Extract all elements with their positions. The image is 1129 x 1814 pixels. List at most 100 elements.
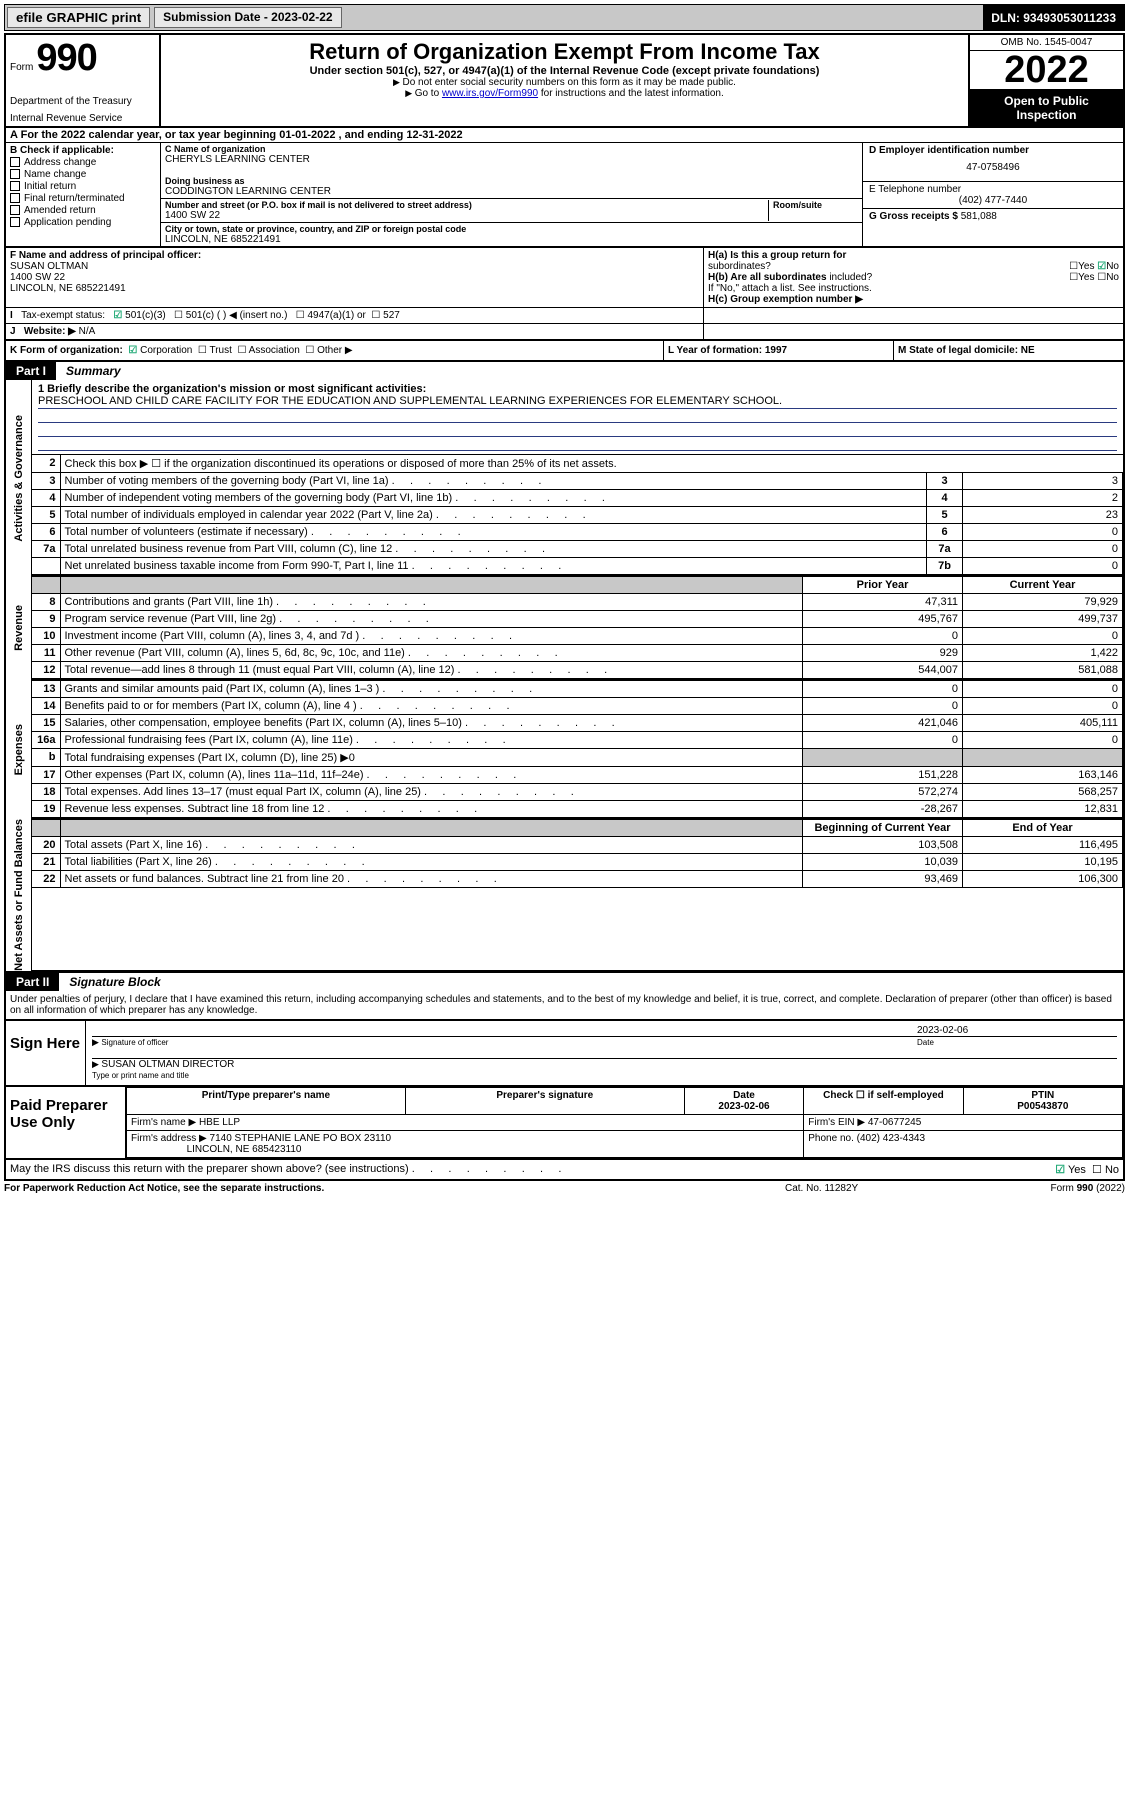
form-subtitle: Under section 501(c), 527, or 4947(a)(1)… xyxy=(167,65,962,77)
h-a-yesno: ☐Yes ☑No xyxy=(1069,261,1119,272)
h-note: If "No," attach a list. See instructions… xyxy=(708,283,1119,294)
form-label: Form xyxy=(10,62,33,73)
row-a-tax-year: A For the 2022 calendar year, or tax yea… xyxy=(6,128,1123,143)
gross-receipts: 581,088 xyxy=(961,211,997,222)
table-row: 3Number of voting members of the governi… xyxy=(32,473,1123,490)
opt-other[interactable]: Other ▶ xyxy=(317,345,352,356)
tax-status-label: Tax-exempt status: xyxy=(21,310,105,321)
table-row: 6Total number of volunteers (estimate if… xyxy=(32,524,1123,541)
part-1-title: Summary xyxy=(56,362,1123,380)
prep-h-date: Date xyxy=(733,1090,755,1101)
chk-final-return[interactable]: Final return/terminated xyxy=(24,193,125,204)
firm-phone-label: Phone no. xyxy=(808,1133,854,1144)
rev-side-label: Revenue xyxy=(13,605,25,651)
part-2-title: Signature Block xyxy=(59,973,1123,991)
top-bar: efile GRAPHIC print Submission Date - 20… xyxy=(4,4,1125,31)
table-row: 8Contributions and grants (Part VIII, li… xyxy=(32,594,1123,611)
section-net: Net Assets or Fund Balances Beginning of… xyxy=(6,819,1123,973)
room-label: Room/suite xyxy=(773,200,858,210)
table-row: bTotal fundraising expenses (Part IX, co… xyxy=(32,749,1123,767)
table-row: 13Grants and similar amounts paid (Part … xyxy=(32,681,1123,698)
chk-name-change[interactable]: Name change xyxy=(24,169,86,180)
sig-officer-caption: Signature of officer xyxy=(101,1038,168,1047)
box-c: C Name of organization CHERYLS LEARNING … xyxy=(161,143,863,246)
opt-assoc[interactable]: Association xyxy=(249,345,300,356)
row-i: I Tax-exempt status: ☑ 501(c)(3) ☐ 501(c… xyxy=(6,308,1123,324)
website-val: N/A xyxy=(79,326,96,337)
mission-q: 1 Briefly describe the organization's mi… xyxy=(38,383,1117,395)
opt-501c3[interactable]: 501(c)(3) xyxy=(125,310,166,321)
sig-intro: Under penalties of perjury, I declare th… xyxy=(6,991,1123,1019)
box-b-head: B Check if applicable: xyxy=(10,145,156,156)
table-row: 9Program service revenue (Part VIII, lin… xyxy=(32,611,1123,628)
table-row: 7aTotal unrelated business revenue from … xyxy=(32,541,1123,558)
officer-addr2: LINCOLN, NE 685221491 xyxy=(10,283,126,294)
prep-self-emp[interactable]: Check ☐ if self-employed xyxy=(823,1090,944,1101)
dln-label: DLN: 93493053011233 xyxy=(983,5,1124,30)
chk-initial-return[interactable]: Initial return xyxy=(24,181,76,192)
street-label: Number and street (or P.O. box if mail i… xyxy=(165,200,768,210)
part-1-header: Part I Summary xyxy=(6,362,1123,380)
dba-label: Doing business as xyxy=(165,176,858,186)
table-row: 20Total assets (Part X, line 16)103,5081… xyxy=(32,837,1123,854)
irs-discuss-row: May the IRS discuss this return with the… xyxy=(6,1160,1123,1179)
efile-button[interactable]: efile GRAPHIC print xyxy=(7,7,150,28)
firm-name-label: Firm's name ▶ xyxy=(131,1117,196,1128)
table-row: 4Number of independent voting members of… xyxy=(32,490,1123,507)
footer-catno: Cat. No. 11282Y xyxy=(785,1183,985,1194)
form-title: Return of Organization Exempt From Incom… xyxy=(167,39,962,65)
irs-discuss-yes[interactable]: ☑ Yes xyxy=(1055,1163,1086,1176)
form-number: 990 xyxy=(36,37,96,80)
prep-h-name: Print/Type preparer's name xyxy=(127,1087,406,1114)
table-row: 10Investment income (Part VIII, column (… xyxy=(32,628,1123,645)
chk-address-change[interactable]: Address change xyxy=(24,157,96,168)
dept-treasury: Department of the Treasury xyxy=(10,96,155,107)
box-d: D Employer identification number 47-0758… xyxy=(863,143,1123,246)
officer-label: F Name and address of principal officer: xyxy=(10,250,201,261)
table-row: 2Check this box ▶ ☐ if the organization … xyxy=(32,455,1123,473)
part-2-tab: Part II xyxy=(6,973,59,991)
firm-addr2: LINCOLN, NE 685423110 xyxy=(187,1144,302,1155)
website-label: Website: ▶ xyxy=(24,326,76,337)
irs-discuss-no[interactable]: ☐ No xyxy=(1092,1163,1119,1176)
ein: 47-0758496 xyxy=(869,156,1117,179)
section-governance: Activities & Governance 1 Briefly descri… xyxy=(6,380,1123,576)
gov-side-label: Activities & Governance xyxy=(13,415,25,542)
table-row: 21Total liabilities (Part X, line 26)10,… xyxy=(32,854,1123,871)
chk-app-pending[interactable]: Application pending xyxy=(24,217,111,228)
section-expenses: Expenses 13Grants and similar amounts pa… xyxy=(6,680,1123,819)
form-org-label: K Form of organization: xyxy=(10,345,123,356)
opt-trust[interactable]: Trust xyxy=(209,345,231,356)
sign-here-label: Sign Here xyxy=(6,1021,86,1085)
net-assets-table: Beginning of Current YearEnd of Year20To… xyxy=(32,819,1123,888)
firm-ein: 47-0677245 xyxy=(868,1117,921,1128)
opt-527[interactable]: 527 xyxy=(383,310,400,321)
firm-addr-label: Firm's address ▶ xyxy=(131,1133,207,1144)
part-1-tab: Part I xyxy=(6,362,56,380)
table-row: 14Benefits paid to or for members (Part … xyxy=(32,698,1123,715)
table-row: Net unrelated business taxable income fr… xyxy=(32,558,1123,575)
row-k: K Form of organization: ☑ Corporation ☐ … xyxy=(6,341,1123,362)
table-row: 22Net assets or fund balances. Subtract … xyxy=(32,871,1123,888)
part-2-header: Part II Signature Block xyxy=(6,973,1123,991)
h-c: H(c) Group exemption number ▶ xyxy=(708,294,1119,305)
opt-501c[interactable]: 501(c) ( ) ◀ (insert no.) xyxy=(186,310,288,321)
opt-corp[interactable]: Corporation xyxy=(140,345,192,356)
paid-preparer-block: Paid Preparer Use Only Print/Type prepar… xyxy=(6,1087,1123,1160)
net-side-label: Net Assets or Fund Balances xyxy=(13,819,25,971)
street: 1400 SW 22 xyxy=(165,210,768,221)
opt-4947[interactable]: 4947(a)(1) or xyxy=(307,310,365,321)
preparer-table: Print/Type preparer's name Preparer's si… xyxy=(126,1087,1123,1158)
firm-addr1: 7140 STEPHANIE LANE PO BOX 23110 xyxy=(210,1133,392,1144)
irs-link[interactable]: www.irs.gov/Form990 xyxy=(442,88,538,99)
h-b-yesno: ☐Yes ☐No xyxy=(1069,272,1119,283)
firm-ein-label: Firm's EIN ▶ xyxy=(808,1117,865,1128)
row-j: J Website: ▶ N/A xyxy=(6,324,1123,341)
table-row: 12Total revenue—add lines 8 through 11 (… xyxy=(32,662,1123,679)
table-row: 17Other expenses (Part IX, column (A), l… xyxy=(32,767,1123,784)
prep-h-ptin: PTIN xyxy=(1031,1090,1054,1101)
entity-info-grid: B Check if applicable: Address change Na… xyxy=(6,143,1123,248)
chk-amended[interactable]: Amended return xyxy=(24,205,96,216)
goto-note: Go to www.irs.gov/Form990 for instructio… xyxy=(167,88,962,99)
form-990: Form 990 Department of the Treasury Inte… xyxy=(4,33,1125,1181)
